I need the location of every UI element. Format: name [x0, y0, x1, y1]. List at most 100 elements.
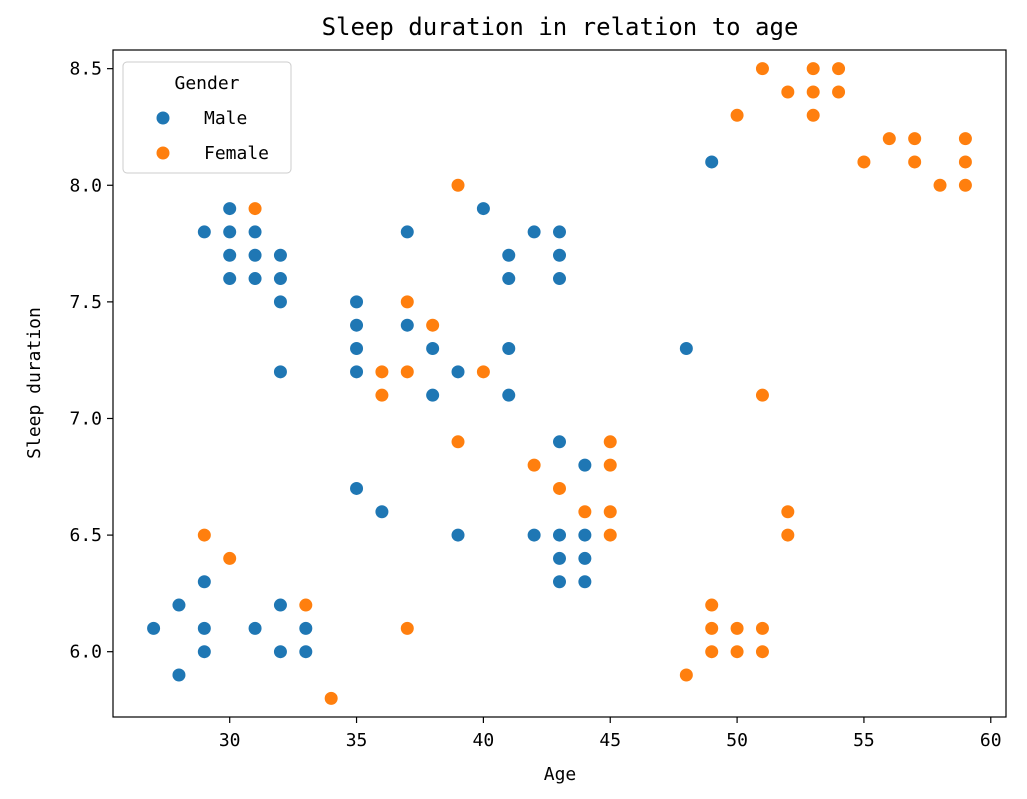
data-point-male	[196, 644, 212, 660]
data-point-male	[399, 224, 415, 240]
legend-box	[122, 61, 292, 174]
x-tick-label: 55	[853, 730, 875, 751]
data-point-female	[907, 131, 923, 147]
data-point-male	[298, 644, 314, 660]
data-point-male	[247, 620, 263, 636]
data-point-female	[957, 131, 973, 147]
data-point-male	[272, 247, 288, 263]
data-point-male	[678, 341, 694, 357]
data-point-female	[881, 131, 897, 147]
data-point-male	[425, 387, 441, 403]
data-point-male	[272, 294, 288, 310]
data-point-female	[450, 177, 466, 193]
data-point-female	[196, 527, 212, 543]
legend-title: Gender	[174, 73, 239, 94]
data-point-female	[754, 620, 770, 636]
data-point-female	[957, 154, 973, 170]
data-point-female	[222, 550, 238, 566]
data-point-female	[932, 177, 948, 193]
data-point-male	[349, 341, 365, 357]
x-tick-label: 40	[473, 730, 495, 751]
data-point-female	[298, 597, 314, 613]
data-point-male	[272, 597, 288, 613]
data-point-female	[450, 434, 466, 450]
data-point-male	[552, 271, 567, 287]
legend: Gender Male Female	[122, 61, 292, 174]
data-point-female	[704, 597, 720, 613]
x-tick-label: 35	[346, 730, 368, 751]
data-points	[146, 61, 973, 706]
data-point-female	[729, 107, 745, 123]
data-point-male	[349, 317, 365, 333]
data-point-male	[222, 247, 238, 263]
data-point-female	[577, 504, 593, 520]
legend-female-marker	[155, 145, 171, 161]
data-point-male	[475, 201, 491, 217]
y-axis-label: Sleep duration	[24, 307, 45, 459]
data-point-male	[552, 550, 567, 566]
data-point-female	[856, 154, 872, 170]
data-point-male	[349, 480, 365, 496]
data-point-female	[805, 84, 821, 100]
x-tick-label: 45	[599, 730, 621, 751]
data-point-male	[501, 271, 517, 287]
y-tick-label: 6.5	[69, 525, 102, 546]
data-point-male	[222, 201, 238, 217]
data-point-male	[577, 574, 593, 590]
legend-female-label: Female	[204, 143, 269, 164]
y-axis: 6.0 6.5 7.0 7.5 8.0 8.5	[69, 59, 113, 663]
data-point-female	[780, 527, 796, 543]
data-point-male	[272, 364, 288, 380]
data-point-male	[196, 224, 212, 240]
data-point-female	[704, 620, 720, 636]
data-point-male	[577, 457, 593, 473]
data-point-male	[552, 434, 567, 450]
data-point-female	[374, 364, 390, 380]
y-tick-label: 6.0	[69, 642, 102, 663]
data-point-male	[222, 224, 238, 240]
data-point-male	[222, 271, 238, 287]
y-tick-label: 7.5	[69, 292, 102, 313]
data-point-male	[272, 271, 288, 287]
data-point-female	[754, 387, 770, 403]
data-point-female	[526, 457, 542, 473]
data-point-male	[298, 620, 314, 636]
data-point-male	[196, 620, 212, 636]
data-point-male	[526, 224, 542, 240]
legend-male-label: Male	[204, 108, 247, 129]
data-point-female	[602, 527, 618, 543]
data-point-female	[399, 364, 415, 380]
data-point-female	[754, 644, 770, 660]
data-point-female	[831, 84, 847, 100]
data-point-female	[425, 317, 441, 333]
x-axis-label: Age	[544, 764, 577, 785]
x-tick-label: 30	[219, 730, 241, 751]
data-point-female	[957, 177, 973, 193]
data-point-female	[805, 61, 821, 77]
data-point-female	[399, 620, 415, 636]
data-point-male	[171, 597, 187, 613]
data-point-female	[399, 294, 415, 310]
data-point-male	[247, 247, 263, 263]
data-point-female	[602, 434, 618, 450]
data-point-female	[704, 644, 720, 660]
data-point-male	[501, 341, 517, 357]
plot-area-frame	[112, 49, 1007, 718]
data-point-male	[272, 644, 288, 660]
data-point-male	[399, 317, 415, 333]
data-point-female	[729, 644, 745, 660]
data-point-female	[754, 61, 770, 77]
data-point-male	[425, 341, 441, 357]
x-axis: 30 35 40 45 50 55 60	[219, 717, 1002, 751]
legend-male-marker	[155, 110, 171, 126]
data-point-male	[450, 527, 466, 543]
y-tick-label: 8.0	[69, 175, 102, 196]
data-point-male	[552, 527, 567, 543]
data-point-female	[831, 61, 847, 77]
data-point-male	[501, 387, 517, 403]
data-point-female	[805, 107, 821, 123]
data-point-female	[374, 387, 390, 403]
data-point-female	[602, 504, 618, 520]
data-point-female	[475, 364, 491, 380]
data-point-female	[729, 620, 745, 636]
